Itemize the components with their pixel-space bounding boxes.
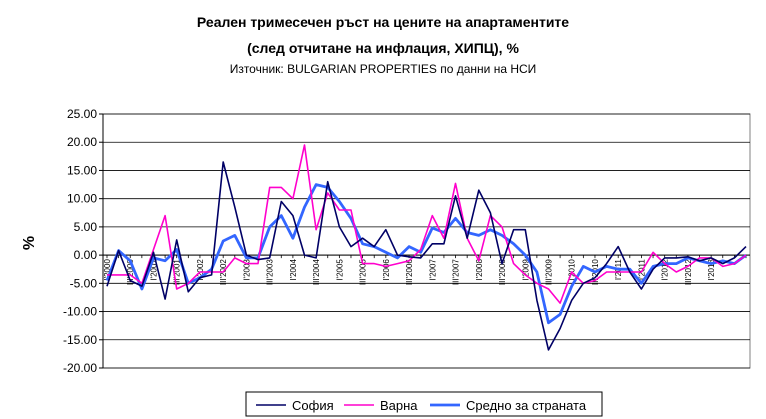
- y-tick-label: 0.00: [74, 248, 98, 262]
- y-tick-label: 10.00: [67, 192, 97, 206]
- x-tick-label: III'2005: [359, 259, 368, 286]
- x-tick-label: III'2009: [544, 259, 553, 286]
- legend-label: Варна: [380, 398, 418, 413]
- x-tick-label: III'2004: [312, 259, 321, 286]
- x-tick-label: III'2000: [126, 259, 135, 286]
- x-tick-label: I'2012: [661, 259, 670, 281]
- legend-label: София: [292, 398, 334, 413]
- x-tick-label: III'2008: [498, 259, 507, 286]
- x-tick-label: III'2001: [173, 259, 182, 286]
- series-line-2: [107, 144, 747, 304]
- y-axis: 25.00 20.00 15.00 10.00 5.00 0.00 -5.00 -10.00 -…: [21, 107, 104, 375]
- x-tick-label: I'2009: [521, 259, 530, 281]
- y-tick-label: -15.00: [63, 333, 97, 347]
- y-tick-label: -20.00: [63, 361, 97, 375]
- series-line-1: [106, 161, 747, 351]
- y-tick-label: 25.00: [67, 107, 97, 121]
- y-tick-label: -10.00: [63, 305, 97, 319]
- x-tick-label: I'2006: [382, 259, 391, 281]
- y-axis-title: %: [21, 236, 38, 250]
- x-tick-label: III'2012: [684, 259, 693, 286]
- x-tick-label: I'2008: [475, 259, 484, 281]
- y-tick-label: 5.00: [74, 220, 98, 234]
- chart-title: Реален тримесечен ръст на цените на апар…: [196, 14, 570, 30]
- x-tick-label: I'2004: [289, 259, 298, 281]
- x-tick-label: III'2007: [452, 259, 461, 286]
- x-tick-label: I'2005: [335, 259, 344, 281]
- x-tick-label: III'2003: [266, 259, 275, 286]
- chart-subtitle: (след отчитане на инфлация, ХИПЦ), %: [247, 40, 519, 56]
- legend-label: Средно за страната: [466, 398, 587, 413]
- x-tick-label: I'2002: [196, 259, 205, 281]
- y-tick-label: 15.00: [67, 163, 97, 177]
- series-line-3: [105, 183, 747, 325]
- legend-box: [245, 391, 603, 417]
- x-tick-label: I'2000: [103, 259, 112, 281]
- x-tick-label: I'2013: [707, 259, 716, 281]
- x-tick-label: I'2001: [149, 259, 158, 281]
- y-tick-label: -5.00: [70, 276, 98, 290]
- x-tick-label: III'2006: [405, 259, 414, 286]
- x-tick-label: I'2010: [568, 259, 577, 281]
- x-tick-label: I'2003: [242, 259, 251, 281]
- y-tick-label: 20.00: [67, 135, 97, 149]
- series-lines: [105, 144, 747, 351]
- chart-source: Източник: BULGARIAN PROPERTIES по данни …: [229, 62, 537, 76]
- legend: София Варна Средно за страната: [245, 391, 603, 417]
- x-tick-label: I'2007: [428, 259, 437, 281]
